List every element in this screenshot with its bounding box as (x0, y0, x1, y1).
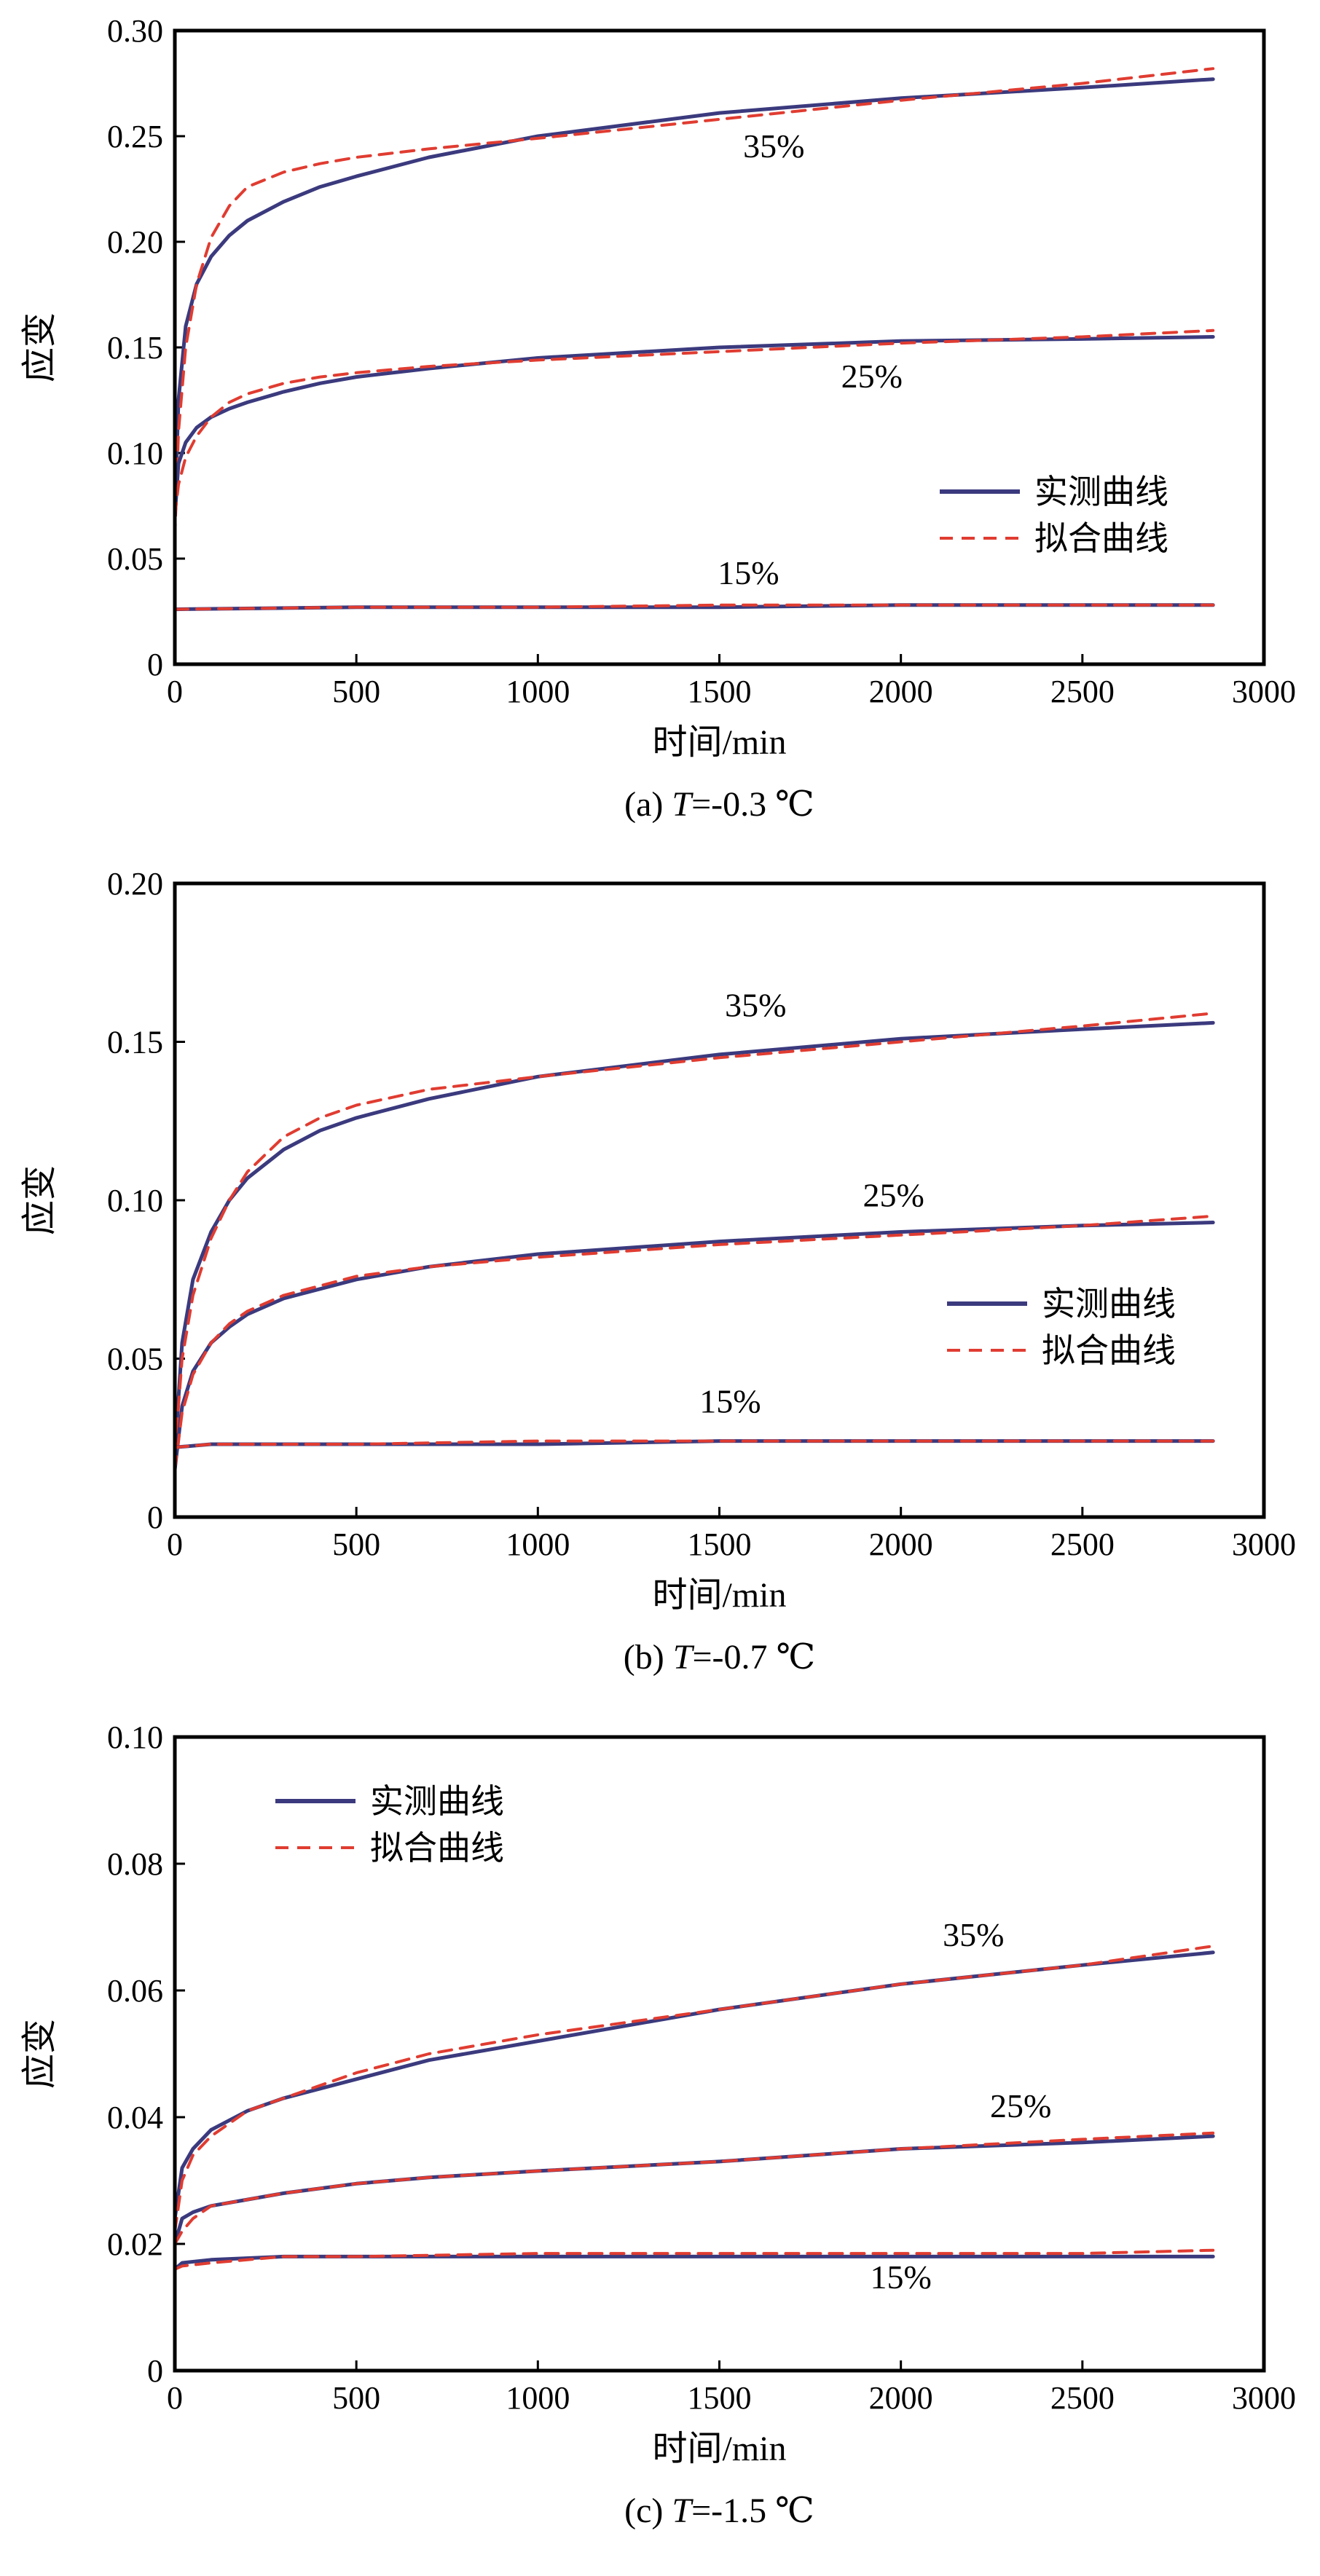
curve-label: 25% (863, 1177, 924, 1214)
plot-frame (173, 881, 1266, 1519)
series-line-25pct-fitted (173, 1214, 1215, 1471)
panel-caption: (a) T=-0.3 ℃ (624, 785, 814, 824)
y-tick-label: 0.20 (107, 866, 163, 902)
series-line-35pct-measured (173, 1020, 1215, 1456)
x-tick-label: 2500 (1050, 674, 1115, 709)
y-tick-label: 0.20 (107, 224, 163, 260)
y-axis-label: 应变 (20, 1165, 59, 1235)
chart-panel-0: 0 500 1000 1500 2000 2500 3000 0 0.05 0.10 0.15 0.2… (20, 13, 1296, 824)
series-line-25pct-measured (173, 335, 1215, 519)
x-tick-label: 1500 (688, 674, 752, 709)
y-tick-label: 0.10 (107, 436, 163, 471)
series-line-25pct-fitted (173, 328, 1215, 518)
y-axis-label: 应变 (20, 312, 59, 382)
y-tick-label: 0 (147, 1500, 163, 1535)
x-tick-label: 3000 (1232, 2380, 1296, 2416)
series-line-25pct-measured (173, 2134, 1215, 2246)
y-tick-label: 0.15 (107, 330, 163, 366)
x-tick-label: 1500 (688, 2380, 752, 2416)
x-tick-label: 1000 (506, 2380, 570, 2416)
y-tick-label: 0.15 (107, 1025, 163, 1060)
curve-label: 35% (743, 127, 804, 165)
y-tick-label: 0.10 (107, 1183, 163, 1218)
x-tick-label: 0 (167, 674, 183, 709)
series-line-35pct-measured (173, 1950, 1215, 2221)
y-tick-label: 0.05 (107, 1342, 163, 1377)
y-tick-label: 0 (147, 2353, 163, 2389)
legend-label: 拟合曲线 (1034, 520, 1168, 557)
chart-panel-1: 0 500 1000 1500 2000 2500 3000 0 0.05 0.10 0.15 0.2… (20, 866, 1296, 1677)
x-tick-label: 0 (167, 1527, 183, 1562)
panel-caption: (c) T=-1.5 ℃ (624, 2492, 814, 2530)
plot-frame (173, 28, 1266, 666)
series-line-15pct-measured (173, 2254, 1215, 2272)
legend-label: 实测曲线 (1042, 1285, 1176, 1323)
y-tick-label: 0.02 (107, 2226, 163, 2262)
x-tick-label: 3000 (1232, 674, 1296, 709)
curve-label: 35% (943, 1916, 1004, 1953)
series-line-35pct-fitted (173, 67, 1215, 539)
legend-label: 拟合曲线 (1042, 1332, 1176, 1369)
series-line-35pct-measured (173, 77, 1215, 519)
x-tick-label: 2000 (869, 2380, 933, 2416)
y-tick-label: 0.06 (107, 1973, 163, 2009)
x-tick-label: 0 (167, 2380, 183, 2416)
y-axis-label: 应变 (20, 2019, 59, 2089)
curve-label: 25% (841, 358, 903, 395)
x-tick-label: 2000 (869, 674, 933, 709)
y-tick-label: 0 (147, 647, 163, 682)
y-tick-label: 0.10 (107, 1720, 163, 1755)
x-tick-label: 500 (332, 1527, 380, 1562)
legend-label: 实测曲线 (1034, 473, 1168, 511)
y-tick-label: 0.08 (107, 1846, 163, 1882)
panel-caption: (b) T=-0.7 ℃ (624, 1638, 815, 1677)
x-tick-label: 1000 (506, 1527, 570, 1562)
curve-label: 15% (718, 554, 779, 591)
series-line-15pct-fitted (173, 1439, 1215, 1449)
x-axis-label: 时间/min (652, 1576, 786, 1615)
series-line-15pct-fitted (173, 2248, 1215, 2271)
x-axis-label: 时间/min (652, 2430, 786, 2468)
x-tick-label: 2000 (869, 1527, 933, 1562)
x-axis-label: 时间/min (652, 723, 786, 762)
y-tick-label: 0.05 (107, 541, 163, 577)
series-line-15pct-fitted (173, 603, 1215, 611)
x-tick-label: 500 (332, 674, 380, 709)
series-line-35pct-fitted (173, 1945, 1215, 2233)
x-tick-label: 3000 (1232, 1527, 1296, 1562)
x-tick-label: 500 (332, 2380, 380, 2416)
y-tick-label: 0.30 (107, 13, 163, 49)
curve-label: 25% (990, 2087, 1051, 2124)
chart-panel-2: 0 500 1000 1500 2000 2500 3000 0 0.02 0.04 0.06 0.0… (20, 1720, 1296, 2530)
y-tick-label: 0.25 (107, 119, 163, 154)
x-tick-label: 2500 (1050, 1527, 1115, 1562)
y-tick-label: 0.04 (107, 2100, 163, 2135)
x-tick-label: 1500 (688, 1527, 752, 1562)
legend-label: 拟合曲线 (370, 1829, 504, 1867)
plot-frame (173, 1735, 1266, 2373)
curve-label: 35% (725, 987, 786, 1024)
series-line-35pct-fitted (173, 1012, 1215, 1455)
curve-label: 15% (871, 2258, 932, 2296)
x-tick-label: 2500 (1050, 2380, 1115, 2416)
series-line-25pct-fitted (173, 2131, 1215, 2245)
legend-label: 实测曲线 (370, 1783, 504, 1820)
x-tick-label: 1000 (506, 674, 570, 709)
curve-label: 15% (699, 1382, 761, 1419)
